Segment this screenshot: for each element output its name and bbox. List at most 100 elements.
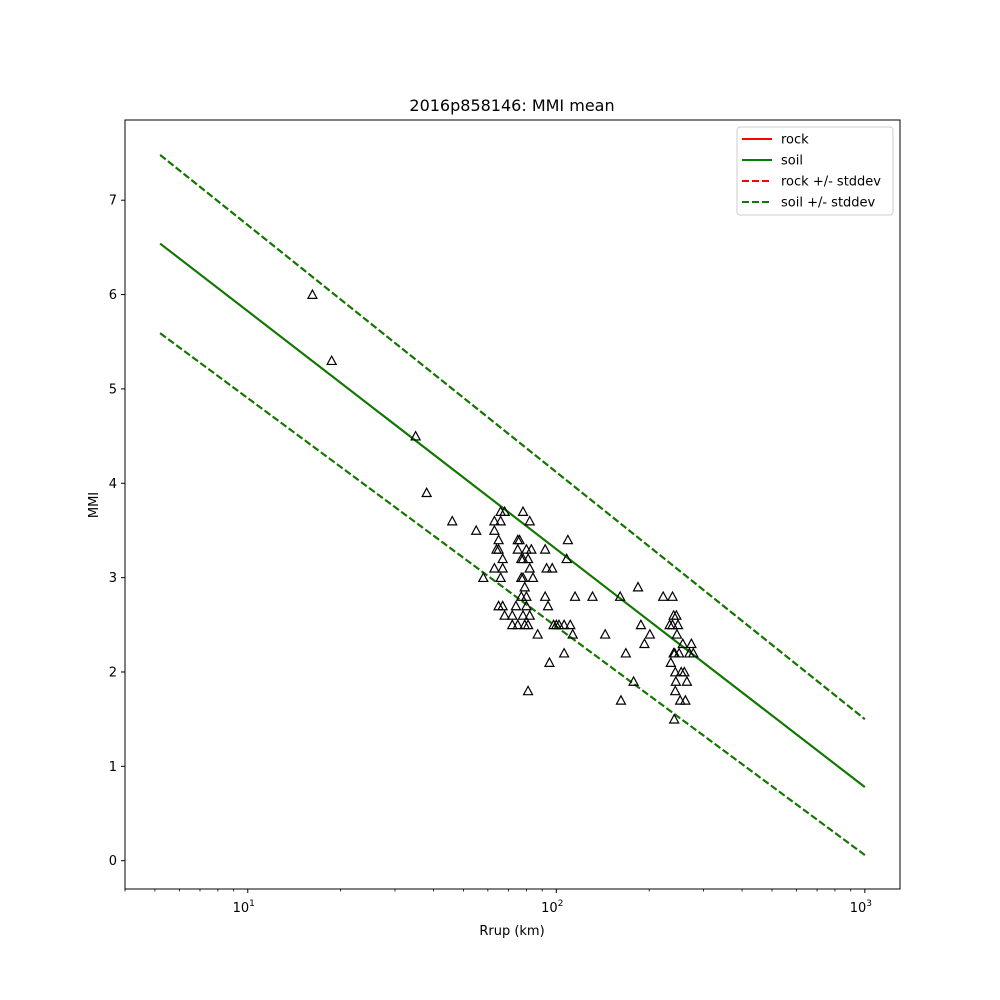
observation-point xyxy=(666,590,679,601)
observation-point xyxy=(558,619,570,630)
observation-point xyxy=(495,571,507,583)
observation-point xyxy=(488,562,500,573)
y-tick-label: 4 xyxy=(109,477,117,492)
observation-point xyxy=(678,666,690,677)
y-axis-label: MMI xyxy=(87,492,102,518)
observation-point xyxy=(497,600,509,611)
y-tick-label: 1 xyxy=(109,760,117,775)
observation-point xyxy=(326,354,338,366)
observation-point xyxy=(512,543,524,554)
observation-point xyxy=(562,534,574,545)
legend-box xyxy=(736,126,894,216)
y-tick-label: 0 xyxy=(109,854,117,869)
observation-point xyxy=(685,637,697,649)
observation-point xyxy=(599,628,611,639)
observation-point xyxy=(506,619,518,630)
observation-point xyxy=(524,609,536,620)
observation-point xyxy=(665,656,677,667)
observation-point xyxy=(687,647,699,658)
legend-label: rock +/- stddev xyxy=(781,175,881,190)
observation-point xyxy=(519,581,531,592)
observation-point xyxy=(520,600,532,611)
observation-point xyxy=(669,685,681,696)
observation-point xyxy=(512,619,524,630)
legend-label: soil +/- stddev xyxy=(781,196,876,211)
observation-point xyxy=(495,515,507,526)
observation-point xyxy=(470,524,482,535)
observation-point xyxy=(657,590,669,601)
legend-label: soil xyxy=(781,154,803,169)
observation-point xyxy=(679,694,691,705)
observation-point xyxy=(670,675,682,686)
observation-point xyxy=(632,581,644,592)
observation-point xyxy=(635,619,647,630)
observation-point xyxy=(543,656,555,667)
observation-point xyxy=(532,628,544,639)
observation-point xyxy=(614,590,626,601)
observation-point xyxy=(488,524,500,535)
observation-point xyxy=(524,515,536,526)
chart-title: 2016p858146: MMI mean xyxy=(409,96,614,115)
y-tick-label: 7 xyxy=(109,194,117,209)
observation-point xyxy=(527,571,539,583)
observation-point xyxy=(421,486,433,498)
y-tick-label: 3 xyxy=(109,571,117,586)
legend-label: rock xyxy=(781,133,809,148)
observation-point xyxy=(672,619,684,630)
observation-point xyxy=(674,694,686,705)
observation-point xyxy=(306,288,318,299)
observation-point xyxy=(525,543,537,554)
observation-point xyxy=(499,505,511,517)
observation-point xyxy=(681,675,693,686)
observation-point xyxy=(677,637,689,649)
observation-point xyxy=(522,619,534,630)
plot-area xyxy=(159,154,866,856)
y-tick-label: 6 xyxy=(109,288,117,303)
observation-point xyxy=(673,647,685,658)
observation-point xyxy=(522,552,534,564)
observation-point xyxy=(668,713,680,724)
observation-point xyxy=(493,543,505,554)
observation-point xyxy=(477,571,489,583)
series-line-soil-1 xyxy=(159,242,866,788)
observation-point xyxy=(564,619,576,630)
x-axis-label: Rrup (km) xyxy=(479,924,544,939)
observation-point xyxy=(671,628,683,639)
observation-point xyxy=(558,647,570,658)
observation-point xyxy=(628,675,640,686)
series-line-soil-stddev-4 xyxy=(159,154,866,720)
observation-point xyxy=(541,562,553,573)
observation-point xyxy=(546,562,558,573)
observation-point xyxy=(524,562,536,573)
observation-point xyxy=(499,609,511,620)
observation-point xyxy=(669,666,681,677)
series-line-soil-stddev-5 xyxy=(159,332,866,856)
observation-point xyxy=(620,647,632,658)
observation-point xyxy=(567,628,579,639)
observation-point xyxy=(644,628,656,639)
y-tick-label: 2 xyxy=(109,665,117,680)
observation-point xyxy=(488,515,500,526)
observation-point xyxy=(410,430,422,441)
observation-point xyxy=(514,534,526,545)
observation-point xyxy=(539,543,551,554)
observation-point xyxy=(666,619,679,630)
observation-point xyxy=(446,515,458,526)
observation-point xyxy=(517,505,529,517)
observation-point xyxy=(569,590,581,601)
observation-point xyxy=(670,609,682,620)
observation-point xyxy=(517,609,529,620)
observation-point xyxy=(539,590,551,601)
observation-point xyxy=(506,609,518,620)
observation-point xyxy=(497,562,509,573)
axes-frame xyxy=(124,119,901,890)
observation-point xyxy=(638,637,650,649)
observation-point xyxy=(510,600,522,611)
observation-point xyxy=(522,685,534,696)
observation-point xyxy=(542,600,554,611)
y-tick-label: 5 xyxy=(109,382,117,397)
observation-point xyxy=(586,590,598,601)
observation-point xyxy=(561,552,573,564)
y-axis: 0 1 2 3 4 5 6 7 xyxy=(109,194,125,869)
